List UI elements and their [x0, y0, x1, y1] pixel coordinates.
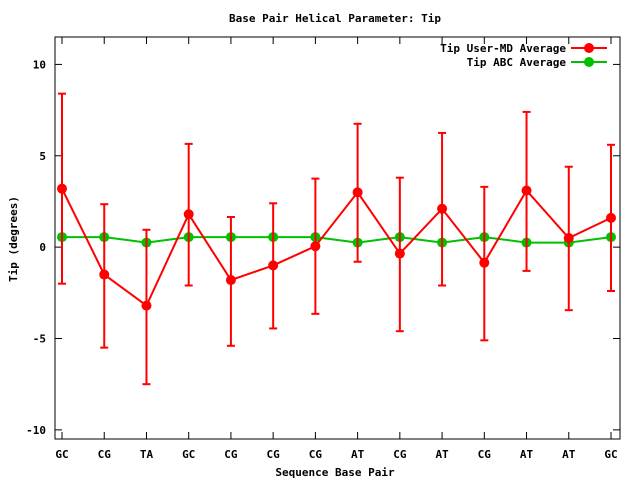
chart-title: Base Pair Helical Parameter: Tip	[229, 12, 441, 25]
y-tick-label: -10	[26, 424, 46, 437]
data-point	[521, 185, 532, 196]
x-tick-label: TA	[140, 448, 154, 461]
x-tick-label: AT	[435, 448, 449, 461]
x-tick-label: AT	[520, 448, 534, 461]
legend-label: Tip ABC Average	[467, 56, 567, 69]
data-point	[352, 187, 363, 198]
x-tick-label: CG	[478, 448, 492, 461]
data-point	[268, 260, 279, 271]
x-tick-label: AT	[351, 448, 365, 461]
data-point	[99, 269, 110, 280]
x-tick-label: GC	[55, 448, 68, 461]
x-axis-label: Sequence Base Pair	[275, 466, 395, 479]
data-point	[394, 248, 405, 259]
data-point	[563, 233, 574, 243]
data-point	[225, 275, 236, 286]
x-tick-label: GC	[604, 448, 617, 461]
x-tick-label: CG	[224, 448, 238, 461]
legend-label: Tip User-MD Average	[440, 42, 566, 55]
legend-marker	[584, 57, 594, 67]
axes-ticks: -10 -5 0 5 10 GC CG TA GC CG CG CG AT CG AT CG AT AT GC	[26, 37, 620, 461]
y-tick-label: 0	[39, 241, 46, 254]
series-tip-user-md-average	[57, 92, 616, 386]
data-point	[183, 209, 194, 220]
data-point	[310, 241, 321, 252]
series-tip-abc-average	[57, 232, 616, 248]
data-point	[57, 183, 67, 194]
data-point	[479, 257, 490, 268]
x-tick-label: CG	[393, 448, 407, 461]
x-tick-label: AT	[562, 448, 576, 461]
x-tick-label: CG	[309, 448, 323, 461]
series-line	[61, 188, 612, 308]
series-line	[62, 236, 612, 244]
y-axis-label: Tip (degrees)	[7, 196, 20, 282]
x-tick-label: CG	[98, 448, 112, 461]
series-layer	[57, 92, 616, 386]
data-point	[437, 203, 448, 214]
legend-marker	[584, 43, 594, 53]
y-tick-label: 5	[39, 150, 46, 163]
y-tick-label: -5	[33, 333, 46, 346]
y-tick-label: 10	[33, 58, 46, 71]
data-point	[141, 300, 152, 311]
data-point	[606, 212, 616, 223]
x-tick-label: GC	[182, 448, 195, 461]
plot-area-border	[54, 36, 621, 440]
x-tick-label: CG	[267, 448, 281, 461]
